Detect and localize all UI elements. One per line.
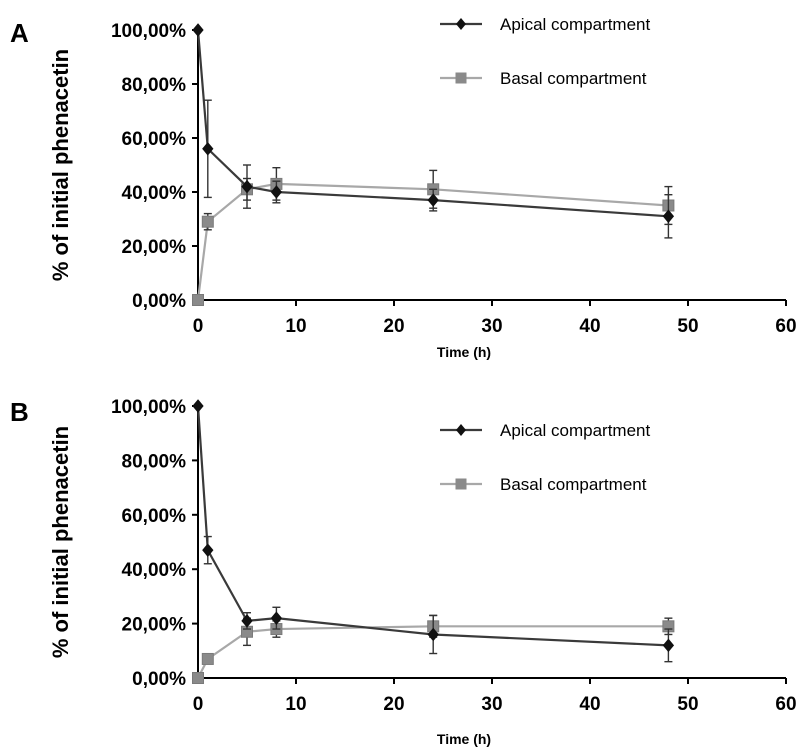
chart-panel-a: A % of initial phenacetin 0,00% 20,00% 40,00…: [10, 15, 797, 360]
data-point-apical: [662, 209, 675, 224]
series-line-basal: [196, 182, 669, 301]
y-tick-label: 80,00%: [122, 451, 187, 472]
y-tick-label: 60,00%: [122, 506, 187, 527]
x-tick-label: 10: [285, 316, 306, 337]
data-point-apical: [270, 611, 283, 625]
x-tick-label: 10: [285, 694, 306, 715]
legend-marker-basal: [455, 72, 467, 84]
data-point-apical: [192, 399, 204, 413]
x-tick-label: 0: [193, 694, 204, 715]
data-point-basal: [192, 672, 204, 684]
panel-letter: B: [10, 397, 29, 427]
y-tick-label: 100,00%: [111, 397, 186, 418]
y-axis-label: % of initial phenacetin: [48, 426, 73, 658]
series-line-apical: [196, 405, 669, 647]
y-tick-label: 60,00%: [122, 129, 187, 150]
x-axis-label: Time (h): [437, 344, 491, 360]
legend-marker-apical: [456, 18, 466, 30]
data-point-apical: [662, 638, 675, 653]
x-axis-label: Time (h): [437, 731, 491, 747]
x-tick-label: 60: [775, 694, 796, 715]
y-tick-label: 40,00%: [122, 560, 187, 581]
legend-label-apical: Apical compartment: [500, 15, 651, 34]
data-point-apical: [192, 23, 204, 37]
data-point-apical: [427, 627, 439, 642]
y-tick-label: 0,00%: [132, 291, 186, 312]
legend-marker-basal: [455, 478, 467, 490]
data-point-apical: [270, 185, 283, 199]
data-point-apical: [202, 142, 214, 156]
series-line-apical: [196, 29, 669, 218]
y-axis-label: % of initial phenacetin: [48, 49, 73, 281]
x-tick-label: 40: [579, 694, 600, 715]
chart-panel-b: B % of initial phenacetin 0,00% 20,00% 40,00…: [10, 397, 797, 747]
x-tick-label: 30: [481, 316, 502, 337]
data-point-apical: [202, 543, 214, 557]
x-tick-label: 50: [677, 694, 698, 715]
x-tick-label: 50: [677, 316, 698, 337]
y-tick-label: 100,00%: [111, 21, 186, 42]
data-point-apical: [241, 179, 253, 194]
y-tick-label: 0,00%: [132, 669, 186, 690]
x-tick-label: 0: [193, 316, 204, 337]
data-point-basal: [192, 294, 204, 306]
data-point-basal: [201, 215, 214, 228]
y-tick-label: 40,00%: [122, 183, 187, 204]
legend-label-basal: Basal compartment: [500, 475, 647, 494]
data-point-apical: [427, 193, 439, 207]
panel-letter: A: [10, 18, 29, 48]
x-tick-label: 60: [775, 316, 796, 337]
y-tick-label: 80,00%: [122, 75, 187, 96]
x-tick-label: 40: [579, 316, 600, 337]
data-point-apical: [241, 614, 253, 628]
legend-marker-apical: [456, 424, 466, 436]
legend-label-basal: Basal compartment: [500, 69, 647, 88]
x-tick-label: 20: [383, 316, 404, 337]
data-point-basal: [201, 652, 214, 665]
y-tick-label: 20,00%: [122, 615, 187, 636]
x-tick-label: 30: [481, 694, 502, 715]
legend-label-apical: Apical compartment: [500, 421, 651, 440]
y-tick-label: 20,00%: [122, 237, 187, 258]
x-tick-label: 20: [383, 694, 404, 715]
